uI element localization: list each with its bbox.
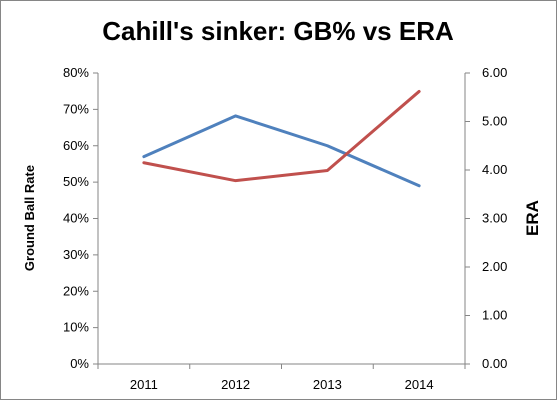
x-tick-label: 2011 bbox=[130, 377, 158, 392]
y-right-tick-label: 1.00 bbox=[482, 308, 507, 323]
y-left-tick-label: 30% bbox=[63, 247, 89, 262]
y-left-tick-label: 20% bbox=[63, 283, 89, 298]
y-right-tick-label: 3.00 bbox=[482, 211, 507, 226]
y-left-tick-label: 10% bbox=[63, 320, 89, 335]
y-right-tick-label: 0.00 bbox=[482, 356, 507, 371]
y-right-tick-label: 5.00 bbox=[482, 114, 507, 129]
y-left-tick-label: 40% bbox=[63, 211, 89, 226]
x-tick-label: 2013 bbox=[313, 377, 342, 392]
x-tick-labels: 2011 2012 2013 2014 bbox=[130, 377, 434, 392]
axes bbox=[93, 72, 470, 369]
x-tick-label: 2014 bbox=[405, 377, 434, 392]
y-right-tick-label: 4.00 bbox=[482, 162, 507, 177]
y-left-tick-label: 50% bbox=[63, 174, 89, 189]
y-right-tick-label: 6.00 bbox=[482, 65, 507, 80]
y-left-axis-title: Ground Ball Rate bbox=[22, 165, 37, 271]
y-left-tick-label: 60% bbox=[63, 138, 89, 153]
right-tick-labels: 0.00 1.00 2.00 3.00 4.00 5.00 6.00 bbox=[482, 65, 507, 371]
era-series-line bbox=[142, 89, 421, 183]
y-right-axis-title: ERA bbox=[523, 200, 542, 236]
y-left-tick-label: 70% bbox=[63, 101, 89, 116]
gb-rate-series-line bbox=[142, 114, 421, 188]
x-tick-label: 2012 bbox=[221, 377, 250, 392]
series-group bbox=[142, 89, 421, 188]
y-left-tick-label: 0% bbox=[70, 356, 89, 371]
left-tick-labels: 0% 10% 20% 30% 40% 50% 60% 70% 80% bbox=[63, 65, 89, 371]
y-right-tick-label: 2.00 bbox=[482, 259, 507, 274]
y-left-tick-label: 80% bbox=[63, 65, 89, 80]
chart-title: Cahill's sinker: GB% vs ERA bbox=[102, 16, 454, 46]
